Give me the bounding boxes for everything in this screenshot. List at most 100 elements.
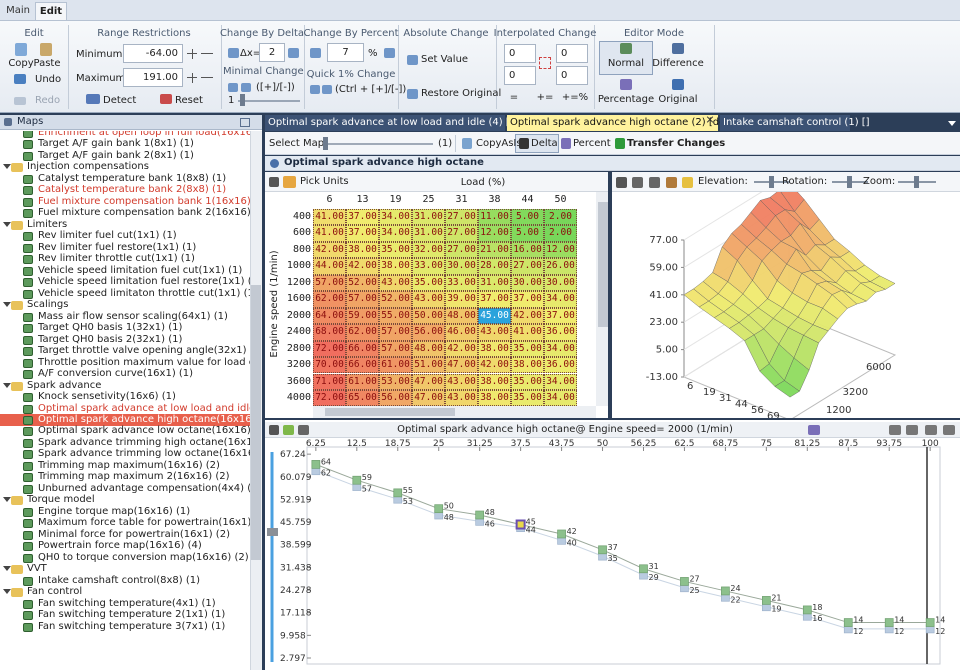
cell[interactable]: 42.00 [313, 242, 346, 258]
cell[interactable]: 34.00 [379, 209, 412, 225]
cell[interactable]: 5.00 [511, 209, 544, 225]
cell[interactable]: 45.00 [478, 308, 511, 324]
cell[interactable]: 44.00 [313, 258, 346, 274]
cell[interactable]: 65.00 [346, 390, 379, 406]
cell[interactable]: 2.00 [544, 209, 577, 225]
map-label[interactable]: Target QH0 basis 1(32x1) (1) [38, 322, 182, 334]
cell[interactable]: 43.00 [379, 275, 412, 291]
map-label[interactable]: Vehicle speed limitation fuel cut(1x1) (… [38, 265, 242, 277]
cell[interactable]: 34.00 [544, 390, 577, 406]
document-tab[interactable]: Optimal spark advance at low load and id… [265, 115, 505, 131]
cell[interactable]: 12.00 [544, 242, 577, 258]
slider-thumb[interactable] [240, 94, 245, 106]
map-label[interactable]: Unburned advantage compensation(4x4) (1) [38, 483, 250, 495]
folder-label[interactable]: Torque model [27, 494, 95, 506]
map-label[interactable]: Target A/F gain bank 1(8x1) (1) [38, 138, 194, 150]
map-label[interactable]: Target A/F gain bank 2(8x1) (1) [38, 150, 194, 162]
map-label[interactable]: A/F conversion curve(16x1) (1) [38, 368, 193, 380]
cell[interactable]: 48.00 [412, 341, 445, 357]
toolbar-button[interactable]: Percent [573, 138, 611, 150]
cell[interactable]: 12.00 [478, 225, 511, 241]
cell[interactable]: 57.00 [379, 324, 412, 340]
mode-button[interactable]: Original [648, 94, 708, 106]
map-label[interactable]: Engine torque map(16x16) (1) [38, 506, 190, 518]
folder-label[interactable]: Fan control [27, 586, 82, 598]
cell[interactable]: 59.00 [346, 308, 379, 324]
cell[interactable]: 38.00 [478, 390, 511, 406]
cell[interactable]: 42.00 [478, 357, 511, 373]
operation[interactable]: += [530, 92, 560, 104]
cell[interactable]: 41.00 [511, 324, 544, 340]
cell[interactable]: 61.00 [346, 374, 379, 390]
mode-button[interactable]: Difference [648, 58, 708, 70]
cell[interactable]: 27.00 [445, 209, 478, 225]
cell[interactable]: 62.00 [313, 291, 346, 307]
text-input[interactable]: 191.00 [123, 68, 183, 87]
button-label[interactable]: Set Value [421, 54, 468, 66]
button-label[interactable]: Reset [175, 95, 203, 107]
cell[interactable]: 28.00 [478, 258, 511, 274]
cell[interactable]: 39.00 [445, 291, 478, 307]
map-label[interactable]: Rev limiter throttle cut(1x1) (1) [38, 253, 195, 265]
cell[interactable]: 33.00 [412, 258, 445, 274]
cell[interactable]: 41.00 [313, 225, 346, 241]
mode-button[interactable]: Percentage [596, 94, 656, 106]
cell[interactable]: 38.00 [511, 357, 544, 373]
cell[interactable]: 57.00 [379, 341, 412, 357]
map-label[interactable]: Fuel mixture compensation bank 2(16x16) … [38, 207, 250, 219]
map-label[interactable]: Knock sensetivity(16x6) (1) [38, 391, 176, 403]
text-input[interactable]: 2 [259, 43, 285, 62]
scroll-thumb[interactable] [251, 285, 261, 560]
map-label[interactable]: Rev limiter fuel cut(1x1) (1) [38, 230, 177, 242]
cell[interactable]: 68.00 [313, 324, 346, 340]
cell[interactable]: 43.00 [478, 324, 511, 340]
cell[interactable]: 70.00 [313, 357, 346, 373]
cell[interactable]: 52.00 [346, 275, 379, 291]
toolbar-button[interactable]: CopyAsIs [476, 138, 522, 150]
operation[interactable]: +=% [560, 92, 590, 104]
folder-label[interactable]: Spark advance [27, 380, 101, 392]
button-label[interactable]: Restore Original [421, 88, 501, 100]
cell[interactable]: 66.00 [346, 341, 379, 357]
cell[interactable]: 37.00 [346, 209, 379, 225]
cell[interactable]: 37.00 [346, 225, 379, 241]
folder-label[interactable]: Limiters [27, 219, 67, 231]
cell[interactable]: 35.00 [379, 242, 412, 258]
button-label[interactable]: Redo [35, 95, 60, 107]
cell[interactable]: 50.00 [412, 308, 445, 324]
cell[interactable]: 35.00 [511, 374, 544, 390]
map-label[interactable]: Catalyst temperature bank 1(8x8) (1) [38, 173, 226, 185]
cell[interactable]: 34.00 [544, 374, 577, 390]
slider-thumb[interactable] [769, 176, 774, 188]
button-label[interactable]: Detect [103, 95, 136, 107]
text-input[interactable]: 0 [556, 66, 588, 85]
map-label[interactable]: Spark advance trimming high octane(16x16… [38, 437, 250, 449]
button-label[interactable]: Paste [30, 58, 64, 70]
cell[interactable]: 31.00 [412, 225, 445, 241]
cell[interactable]: 36.00 [544, 357, 577, 373]
map-label[interactable]: QH0 to torque conversion map(16x16) (2) [38, 552, 249, 564]
document-tab[interactable]: Intake camshaft control (1) [] [720, 115, 850, 131]
slider-thumb[interactable] [323, 137, 328, 150]
cell[interactable]: 27.00 [445, 242, 478, 258]
cell[interactable]: 33.00 [445, 275, 478, 291]
cell[interactable]: 16.00 [511, 242, 544, 258]
map-label[interactable]: Powertrain force map(16x16) (4) [38, 540, 202, 552]
map-label[interactable]: Fan switching temperature(4x1) (1) [38, 598, 216, 610]
cell[interactable]: 57.00 [346, 291, 379, 307]
cell[interactable]: 42.00 [511, 308, 544, 324]
cell[interactable]: 51.00 [412, 357, 445, 373]
document-tab[interactable]: Optimal spark advance high octane (2) [d… [507, 115, 718, 131]
cell[interactable]: 11.00 [478, 209, 511, 225]
cell[interactable]: 47.00 [412, 390, 445, 406]
toolbar-button[interactable]: Delta [531, 138, 558, 150]
folder-label[interactable]: Injection compensations [27, 161, 149, 173]
cell[interactable]: 34.00 [544, 341, 577, 357]
cell[interactable]: 42.00 [346, 258, 379, 274]
text-input[interactable]: 0 [504, 66, 536, 85]
map-label[interactable]: Target QH0 basis 2(32x1) (1) [38, 334, 182, 346]
map-label[interactable]: Intake camshaft control(8x8) (1) [38, 575, 200, 587]
cell[interactable]: 21.00 [478, 242, 511, 258]
cell[interactable]: 72.00 [313, 341, 346, 357]
cell[interactable]: 27.00 [511, 258, 544, 274]
